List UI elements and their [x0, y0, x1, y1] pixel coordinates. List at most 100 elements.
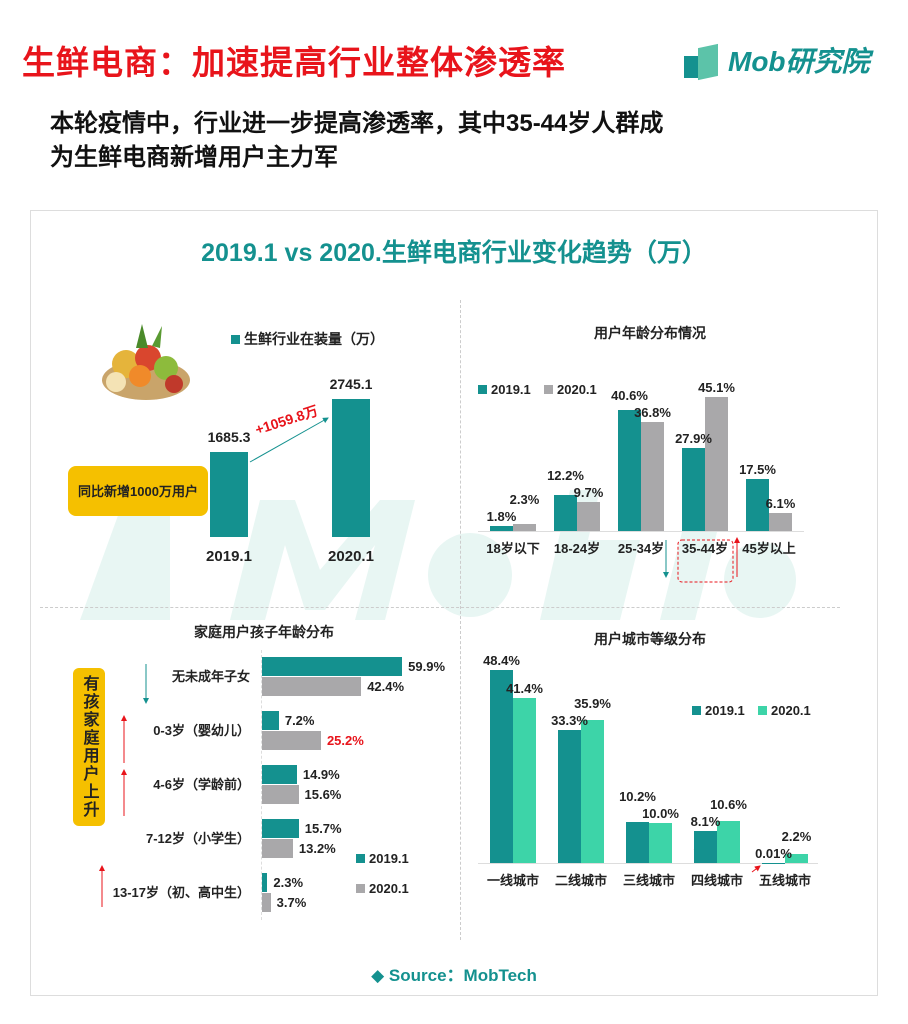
- value-label: 42.4%: [367, 679, 405, 694]
- bar: [262, 731, 321, 750]
- value-label: 10.6%: [710, 796, 747, 812]
- value-label: 27.9%: [675, 431, 712, 447]
- bar: [649, 823, 672, 863]
- subtitle-line-1: 本轮疫情中，行业进一步提高渗透率，其中35-44岁人群成: [50, 110, 664, 137]
- bar: [262, 785, 299, 804]
- subtitle-line-2: 为生鲜电商新增用户主力军: [50, 144, 338, 171]
- x-tick-label: 三线城市: [622, 873, 675, 888]
- mob-logo: Mob研究院: [684, 38, 870, 82]
- value-label: 48.4%: [483, 652, 520, 668]
- bar: [705, 397, 728, 531]
- vertical-divider: [460, 300, 461, 940]
- bar: [694, 830, 717, 863]
- bar: [262, 839, 293, 858]
- x-tick-label: 2020.1: [328, 548, 374, 565]
- bar: [262, 677, 362, 696]
- legend-label: 2020.1: [771, 703, 811, 718]
- up-arrow-tier5: [751, 865, 761, 873]
- value-label: 1.8%: [486, 508, 517, 524]
- legend-item: 2019.1: [478, 382, 531, 397]
- value-label: 45.1%: [698, 380, 735, 396]
- bar: [769, 512, 792, 531]
- value-label: 41.4%: [506, 680, 543, 696]
- value-label: 40.6%: [611, 387, 648, 403]
- bar: [682, 448, 705, 531]
- x-tick-label: 2019.1: [206, 548, 252, 565]
- legend-item: 2019.1: [356, 851, 409, 866]
- value-label: 36.8%: [634, 404, 671, 420]
- legend-swatch: [231, 334, 240, 344]
- legend-label: 2019.1: [369, 851, 409, 866]
- source-note: ◆ Source：MobTech: [371, 966, 537, 985]
- bar: [490, 669, 513, 863]
- bar: [618, 410, 641, 531]
- legend-item: 2020.1: [758, 703, 811, 718]
- logo-building-icon: [684, 42, 724, 81]
- legend-label: 2020.1: [557, 382, 597, 397]
- value-label: 9.7%: [573, 485, 604, 501]
- value-label: 15.6%: [304, 787, 342, 802]
- bar: [332, 399, 370, 537]
- bar: [262, 711, 279, 730]
- x-tick-label: 18岁以下: [486, 541, 540, 556]
- value-label: 10.0%: [642, 806, 679, 822]
- legend-label: 2020.1: [369, 881, 409, 896]
- chart-title-text: 生鲜行业在装量（万）: [244, 331, 384, 347]
- chart-title: 生鲜行业在装量（万）: [231, 329, 384, 349]
- page-title: 生鲜电商：加速提高行业整体渗透率: [22, 44, 566, 81]
- bar: [262, 765, 297, 784]
- x-tick-label: 二线城市: [554, 873, 607, 888]
- category-label: 13-17岁（初、高中生）: [112, 885, 250, 900]
- growth-arrow: [249, 417, 329, 463]
- horizontal-divider: [40, 607, 840, 608]
- highlight-35-44: [677, 539, 734, 583]
- legend-swatch: [356, 854, 365, 863]
- value-label: 12.2%: [547, 468, 584, 484]
- legend-swatch: [478, 385, 487, 394]
- value-label: 59.9%: [408, 659, 446, 674]
- value-label: 13.2%: [298, 841, 336, 856]
- bar: [641, 421, 664, 531]
- bar: [762, 862, 785, 863]
- x-tick-label: 45岁以上: [742, 541, 796, 556]
- value-label: 1685.3: [207, 429, 251, 446]
- value-label: 2745.1: [329, 376, 373, 392]
- x-tick-label: 18-24岁: [553, 541, 601, 556]
- bar: [785, 854, 808, 863]
- legend-item: 2020.1: [544, 382, 597, 397]
- category-label: 4-6岁（学龄前）: [153, 777, 250, 792]
- bar: [717, 820, 740, 863]
- legend-swatch: [544, 385, 553, 394]
- chart-title: 用户年龄分布情况: [594, 325, 706, 341]
- chart-title: 家庭用户孩子年龄分布: [194, 624, 334, 640]
- x-tick-label: 25-34岁: [617, 541, 665, 556]
- value-label: 15.7%: [304, 821, 342, 836]
- logo-text: Mob研究院: [728, 46, 870, 77]
- watermark-graphic: [80, 490, 800, 625]
- x-tick-label: 五线城市: [758, 873, 811, 888]
- value-label: 14.9%: [302, 767, 340, 782]
- baseline: [478, 863, 818, 864]
- bar: [490, 525, 513, 531]
- category-label: 无未成年子女: [171, 669, 250, 684]
- bar: [577, 502, 600, 531]
- installs-callout: 同比新增1000万用户: [68, 466, 208, 516]
- bar: [262, 819, 299, 838]
- bar: [626, 822, 649, 863]
- value-label: 33.3%: [551, 713, 588, 729]
- value-label: 35.9%: [574, 696, 611, 712]
- legend-swatch: [356, 884, 365, 893]
- x-tick-label: 一线城市: [486, 873, 539, 888]
- value-label: 6.1%: [765, 495, 796, 511]
- bar: [558, 730, 581, 863]
- bar: [581, 719, 604, 863]
- value-label: 17.5%: [739, 462, 776, 478]
- value-label: 0.01%: [755, 845, 792, 861]
- category-label: 0-3岁（婴幼儿）: [153, 723, 250, 738]
- bar: [262, 657, 403, 676]
- value-label: 2.2%: [781, 828, 812, 844]
- legend-swatch: [692, 706, 701, 715]
- chart-title: 用户城市等级分布: [594, 631, 706, 647]
- legend-item: 2020.1: [356, 881, 409, 896]
- bar: [262, 893, 271, 912]
